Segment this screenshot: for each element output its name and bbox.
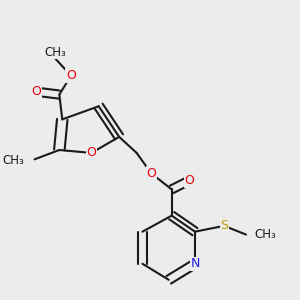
Text: S: S: [220, 219, 228, 232]
Text: O: O: [184, 174, 194, 187]
Text: O: O: [86, 146, 96, 159]
Text: CH₃: CH₃: [44, 46, 66, 59]
Text: N: N: [190, 257, 200, 270]
Text: CH₃: CH₃: [3, 154, 24, 167]
Text: O: O: [146, 167, 156, 180]
Text: O: O: [31, 85, 41, 98]
Text: CH₃: CH₃: [255, 228, 277, 241]
Text: O: O: [66, 69, 76, 82]
